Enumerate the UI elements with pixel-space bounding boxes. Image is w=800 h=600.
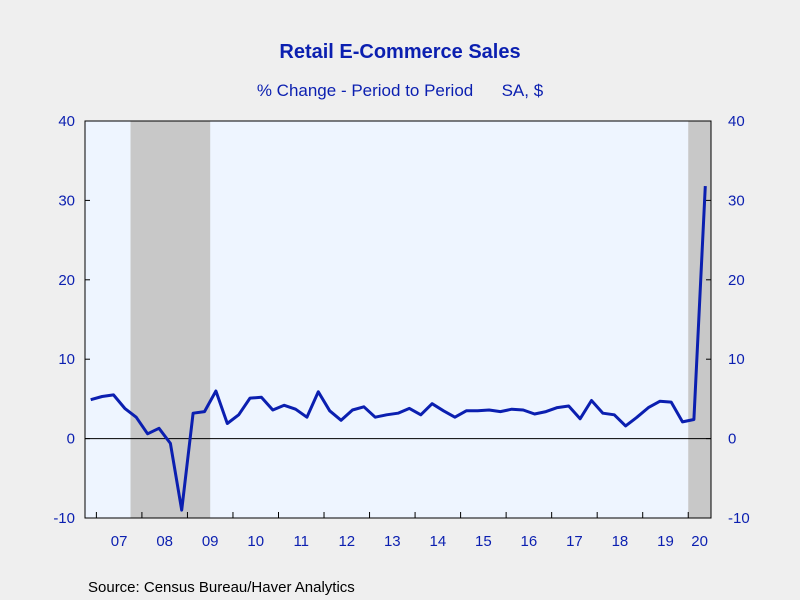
x-tick-label: 17 bbox=[566, 533, 583, 550]
recession-band bbox=[130, 121, 211, 518]
x-tick-label: 16 bbox=[521, 533, 538, 550]
plot-frame bbox=[84, 120, 712, 519]
x-tick-label: 13 bbox=[384, 533, 401, 550]
y-tick-label-left: 20 bbox=[58, 272, 75, 289]
x-tick-label: 08 bbox=[156, 533, 173, 550]
x-tick-label: 18 bbox=[612, 533, 629, 550]
y-tick-label-right: 0 bbox=[728, 431, 736, 448]
x-tick-label: 11 bbox=[293, 533, 309, 550]
x-tick-label: 20 bbox=[691, 533, 708, 550]
x-tick-label: 14 bbox=[429, 533, 446, 550]
y-axis-right: -10 0 10 20 30 40 bbox=[706, 113, 750, 527]
chart-subtitle: % Change - Period to Period SA, $ bbox=[257, 81, 544, 100]
x-tick-label: 10 bbox=[247, 533, 264, 550]
source-note: Source: Census Bureau/Haver Analytics bbox=[88, 579, 355, 596]
y-tick-label-left: 30 bbox=[58, 192, 75, 209]
y-tick-label-right: 30 bbox=[728, 192, 745, 209]
series-line-ecommerce bbox=[90, 186, 707, 512]
y-axis-left: -10 0 10 20 30 40 bbox=[53, 113, 90, 527]
x-tick-label: 09 bbox=[202, 533, 219, 550]
y-tick-label-right: 40 bbox=[728, 113, 745, 130]
x-tick-label: 19 bbox=[657, 533, 674, 550]
y-tick-label-right: -10 bbox=[728, 510, 750, 527]
y-tick-label-left: 40 bbox=[58, 113, 75, 130]
y-tick-label-right: 20 bbox=[728, 272, 745, 289]
y-tick-label-right: 10 bbox=[728, 351, 745, 368]
y-tick-label-left: -10 bbox=[53, 510, 75, 527]
x-tick-label: 15 bbox=[475, 533, 492, 550]
x-tick-label: 07 bbox=[111, 533, 128, 550]
chart-title: Retail E-Commerce Sales bbox=[279, 41, 520, 63]
x-tick-label: 12 bbox=[338, 533, 355, 550]
y-tick-label-left: 0 bbox=[67, 431, 75, 448]
x-axis: 07 08 09 10 11 12 13 14 15 16 17 18 19 20 bbox=[95, 512, 708, 550]
y-tick-label-left: 10 bbox=[58, 351, 75, 368]
